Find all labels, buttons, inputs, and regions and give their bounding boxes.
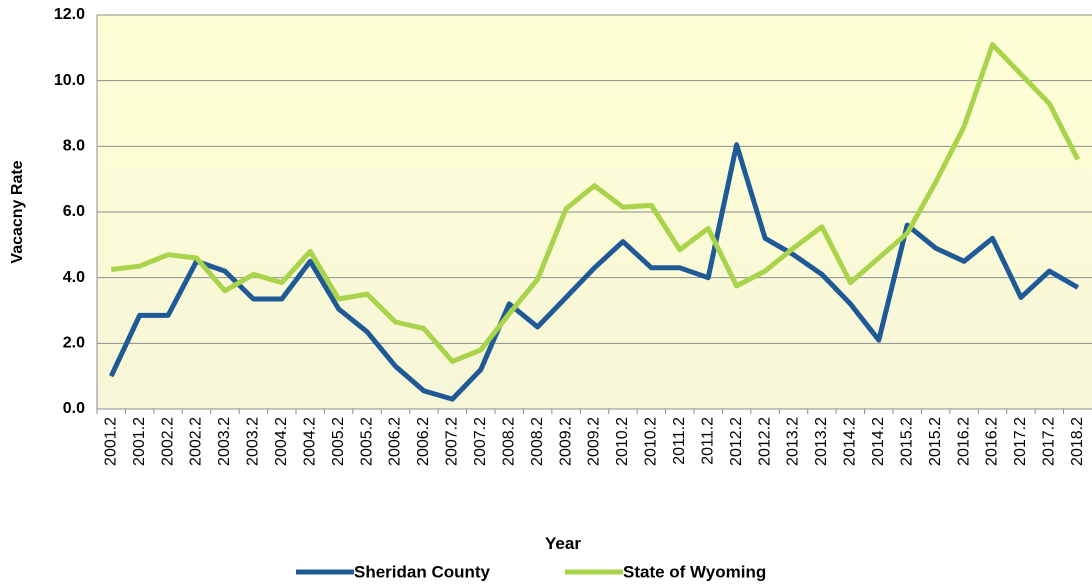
x-tick-label: 2017.2 [1041,417,1058,466]
legend-label: State of Wyoming [623,562,766,581]
y-axis-title: Vacacny Rate [9,160,26,263]
x-tick-label: 2016.2 [955,417,972,466]
y-tick-label: 4.0 [63,269,85,286]
x-tick-label: 2012.2 [756,417,773,466]
x-tick-label: 2005.2 [330,417,347,466]
y-tick-label: 2.0 [63,335,85,352]
series-line [108,142,1080,402]
x-tick-label: 2013.2 [785,417,802,466]
y-tick-label: 6.0 [63,203,85,220]
x-tick-label: 2010.2 [614,417,631,466]
x-tick-label: 2008.2 [529,417,546,466]
y-tick-label: 10.0 [54,72,85,89]
x-tick-label: 2014.2 [842,417,859,466]
x-tick-label: 2010.2 [643,417,660,466]
x-tick-label: 2013.2 [813,417,830,466]
x-tick-label: 2006.2 [415,417,432,466]
y-tick-label: 8.0 [63,138,85,155]
x-tick-label: 2016.2 [984,417,1001,466]
x-tick-label: 2006.2 [387,417,404,466]
x-tick-label: 2017.2 [1012,417,1029,466]
x-tick-label: 2008.2 [500,417,517,466]
x-tick-label: 2011.2 [671,417,688,465]
x-tick-label: 2014.2 [870,417,887,466]
x-tick-label: 2002.2 [159,417,176,466]
x-tick-label: 2003.2 [245,417,262,466]
x-tick-label: 2009.2 [586,417,603,466]
x-tick-label: 2015.2 [898,417,915,466]
y-tick-label: 12.0 [54,6,85,23]
x-tick-label: 2007.2 [472,417,489,466]
y-tick-label: 0.0 [63,400,85,417]
x-tick-label: 2018.2 [1069,417,1086,466]
legend-label: Sheridan County [354,562,491,581]
x-tick-label: 2004.2 [273,417,290,466]
x-tick-label: 2015.2 [927,417,944,466]
x-axis-title: Year [545,534,581,553]
x-tick-label: 2009.2 [557,417,574,466]
x-tick-label: 2012.2 [728,417,745,466]
x-tick-label: 2003.2 [216,417,233,466]
x-tick-label: 2011.2 [699,417,716,465]
x-tick-label: 2007.2 [444,417,461,466]
x-tick-label: 2005.2 [358,417,375,466]
x-tick-label: 2001.2 [102,417,119,466]
series-line [110,42,1081,364]
x-tick-label: 2001.2 [131,417,148,466]
x-tick-label: 2004.2 [301,417,318,466]
x-tick-label: 2002.2 [188,417,205,466]
